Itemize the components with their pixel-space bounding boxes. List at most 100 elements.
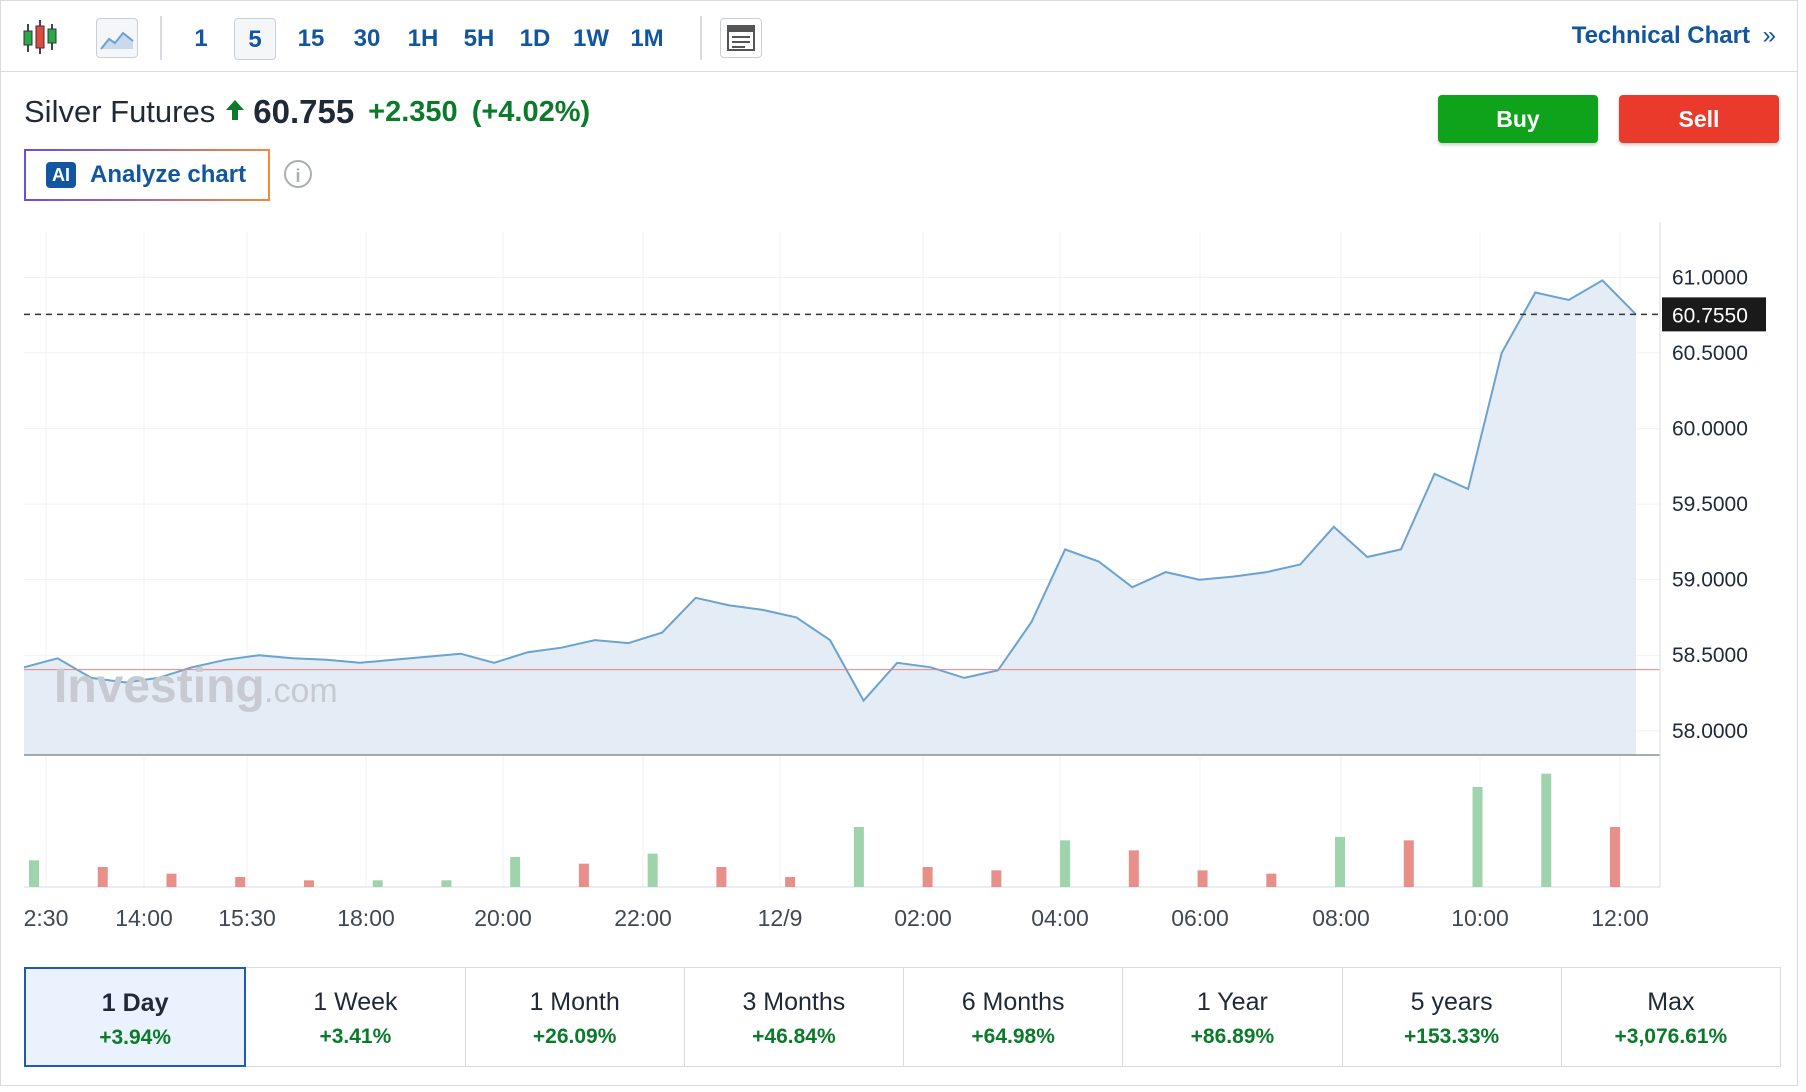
period-label: 1 Year xyxy=(1196,988,1268,1016)
interval-button-1h[interactable]: 1H xyxy=(407,25,439,52)
x-tick-label: 04:00 xyxy=(1031,905,1089,931)
volume-bar xyxy=(97,867,108,887)
sell-button[interactable]: Sell xyxy=(1619,95,1779,143)
period-change: +46.84% xyxy=(752,1025,836,1048)
x-tick-label: 10:00 xyxy=(1451,905,1509,931)
price-chart[interactable]: 61.0000 60.5000 60.0000 59.5000 59.0000 58.50… xyxy=(0,222,1798,942)
area-chart-icon[interactable] xyxy=(96,18,138,58)
period-tab-1-year[interactable]: 1 Year +86.89% xyxy=(1122,967,1343,1067)
volume-bar xyxy=(853,827,864,887)
analyze-chart-label: Analyze chart xyxy=(90,161,247,188)
up-arrow-icon xyxy=(225,98,245,127)
analyze-chart-button[interactable]: AI Analyze chart xyxy=(24,149,270,201)
period-label: 1 Day xyxy=(101,989,169,1017)
last-price: 60.755 xyxy=(253,93,355,130)
period-tab-1-day[interactable]: 1 Day +3.94% xyxy=(24,967,247,1067)
x-tick-label: 06:00 xyxy=(1171,905,1229,931)
volume-bar xyxy=(510,857,521,887)
interval-button-5h[interactable]: 5H xyxy=(463,25,495,52)
volume-bar xyxy=(235,877,246,887)
period-label: 5 years xyxy=(1410,988,1493,1016)
period-change: +3.94% xyxy=(99,1026,172,1049)
x-tick-label: 20:00 xyxy=(474,905,532,931)
period-change: +26.09% xyxy=(532,1025,617,1048)
period-tab-1-month[interactable]: 1 Month +26.09% xyxy=(464,967,685,1067)
investing-watermark: Investing xyxy=(54,660,265,713)
period-label: 6 Months xyxy=(961,988,1065,1016)
x-tick-label: 02:00 xyxy=(894,905,952,931)
period-selector: 1 Day +3.94% 1 Week +3.41% 1 Month +26.09% 3 M… xyxy=(24,967,1781,1067)
interval-button-1[interactable]: 1 xyxy=(194,25,208,52)
info-icon[interactable]: i xyxy=(284,160,312,188)
period-change: +86.89% xyxy=(1190,1025,1275,1048)
volume-bar xyxy=(1403,840,1414,887)
volume-bar xyxy=(166,873,177,887)
interval-button-15[interactable]: 15 xyxy=(297,25,325,52)
volume-bar xyxy=(1541,773,1552,887)
period-tab-5-years[interactable]: 5 years +153.33% xyxy=(1341,967,1562,1067)
volume-bar xyxy=(441,880,452,887)
period-label: 1 Week xyxy=(313,988,398,1016)
interval-button-5[interactable]: 5 xyxy=(234,18,276,60)
x-tick-label: 22:00 xyxy=(614,905,672,931)
investing-watermark-suffix: .com xyxy=(264,672,338,710)
period-tab-max[interactable]: Max +3,076.61% xyxy=(1560,967,1781,1067)
volume-bar xyxy=(303,880,314,887)
chart-toolbar: 1 5 15 30 1H 5H 1D 1W 1M Technical Chart » xyxy=(0,0,1798,72)
interval-button-1m[interactable]: 1M xyxy=(630,25,664,52)
price-area xyxy=(24,280,1636,755)
x-tick-label: 12:00 xyxy=(1591,905,1649,931)
period-change: +153.33% xyxy=(1404,1025,1500,1048)
period-label: Max xyxy=(1647,988,1695,1016)
volume-bar xyxy=(991,870,1002,887)
period-tab-1-week[interactable]: 1 Week +3.41% xyxy=(245,967,466,1067)
period-tab-3-months[interactable]: 3 Months +46.84% xyxy=(683,967,904,1067)
technical-chart-link[interactable]: Technical Chart » xyxy=(1572,22,1776,50)
price-change: +2.350 xyxy=(368,95,458,128)
y-tick-label: 60.5000 xyxy=(1672,342,1748,365)
volume-bar xyxy=(1197,870,1208,887)
chevron-right-icon: » xyxy=(1762,22,1776,49)
current-price-tag xyxy=(1662,297,1766,332)
volume-bar xyxy=(1060,840,1071,887)
period-change: +3,076.61% xyxy=(1614,1025,1728,1048)
volume-bar xyxy=(1610,827,1620,887)
instrument-name: Silver Futures xyxy=(24,94,216,129)
interval-button-1d[interactable]: 1D xyxy=(519,25,551,52)
volume-bar xyxy=(1128,850,1139,887)
volume-bar xyxy=(1266,873,1277,887)
x-tick-label: 15:30 xyxy=(218,905,276,931)
x-tick-label: 12/9 xyxy=(758,905,803,931)
volume-bar xyxy=(29,860,39,887)
volume-bar xyxy=(578,863,589,887)
volume-bar xyxy=(372,880,383,887)
price-line xyxy=(23,279,1637,703)
interval-button-1w[interactable]: 1W xyxy=(573,25,609,52)
y-tick-label: 59.0000 xyxy=(1672,569,1748,592)
buy-button[interactable]: Buy xyxy=(1438,95,1598,143)
current-price-label: 60.7550 xyxy=(1672,304,1748,327)
volume-bar xyxy=(785,877,796,887)
volume-bar xyxy=(1472,787,1483,887)
layout-icon[interactable] xyxy=(720,18,762,58)
y-tick-label: 61.0000 xyxy=(1672,266,1748,289)
y-tick-label: 58.5000 xyxy=(1672,644,1748,667)
y-tick-label: 59.5000 xyxy=(1672,493,1748,516)
instrument-header: Silver Futures 60.755 +2.350 (+4.02%) xyxy=(24,92,590,132)
ai-icon: AI xyxy=(46,162,76,188)
x-tick-label: 08:00 xyxy=(1312,905,1370,931)
volume-bar xyxy=(716,867,727,887)
volume-bar xyxy=(647,853,658,887)
candlestick-chart-icon[interactable] xyxy=(22,18,58,58)
x-tick-label: 18:00 xyxy=(337,905,395,931)
period-change: +64.98% xyxy=(971,1025,1055,1048)
toolbar-divider xyxy=(700,16,702,60)
toolbar-divider xyxy=(160,16,162,60)
x-tick-label: 14:00 xyxy=(115,905,173,931)
interval-button-30[interactable]: 30 xyxy=(353,25,381,52)
period-change: +3.41% xyxy=(319,1025,392,1048)
period-tab-6-months[interactable]: 6 Months +64.98% xyxy=(903,967,1124,1067)
price-change-percent: (+4.02%) xyxy=(471,95,591,128)
technical-chart-label: Technical Chart xyxy=(1571,22,1750,49)
